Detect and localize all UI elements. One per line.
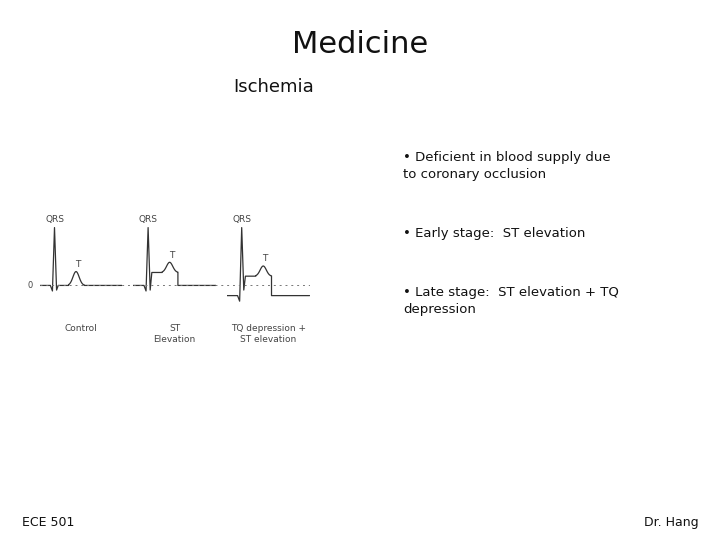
Text: Ischemia: Ischemia [233,78,314,96]
Text: ST
Elevation: ST Elevation [153,324,196,344]
Text: Control: Control [65,324,97,333]
Text: • Late stage:  ST elevation + TQ
depression: • Late stage: ST elevation + TQ depressi… [403,286,619,316]
Text: T: T [262,254,268,263]
Text: • Early stage:  ST elevation: • Early stage: ST elevation [403,227,585,240]
Text: T: T [75,260,81,269]
Text: • Deficient in blood supply due
to coronary occlusion: • Deficient in blood supply due to coron… [403,151,611,181]
Text: TQ depression +
ST elevation: TQ depression + ST elevation [230,324,306,344]
Text: Dr. Hang: Dr. Hang [644,516,698,529]
Text: 0: 0 [28,281,33,290]
Text: QRS: QRS [139,215,158,224]
Text: QRS: QRS [233,215,251,224]
Text: ECE 501: ECE 501 [22,516,74,529]
Text: Medicine: Medicine [292,30,428,59]
Text: QRS: QRS [45,215,64,224]
Text: T: T [168,251,174,260]
